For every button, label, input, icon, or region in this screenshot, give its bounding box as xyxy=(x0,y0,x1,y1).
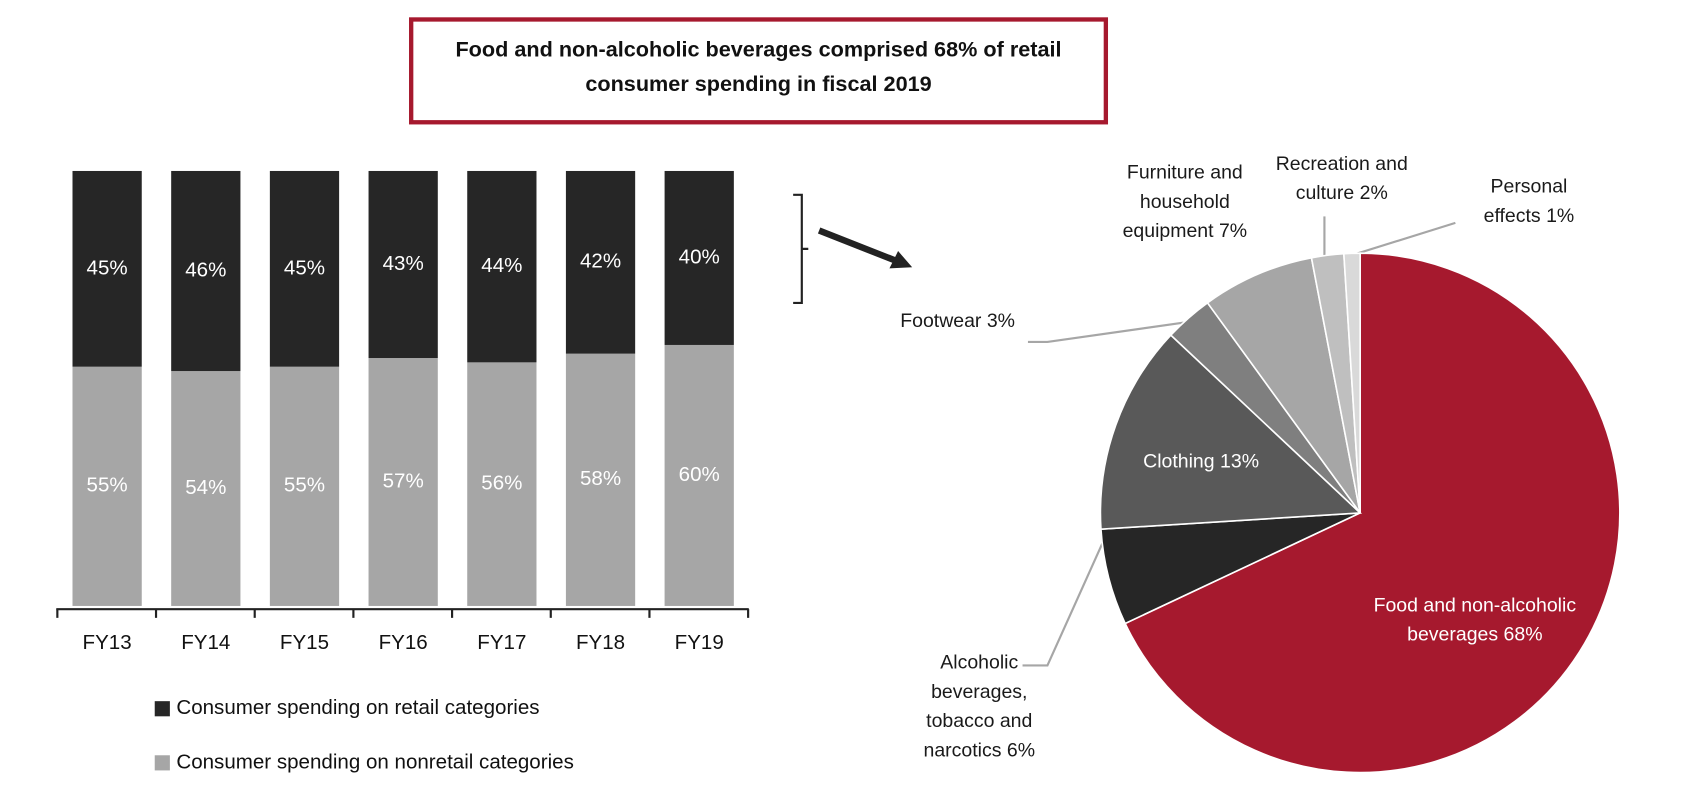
bar-segment xyxy=(171,371,241,606)
pie-label: Recreation and culture 2% xyxy=(1261,149,1423,207)
value-label: 57% xyxy=(383,469,424,492)
bar-segment xyxy=(368,170,438,359)
value-label: 54% xyxy=(185,476,226,499)
legend-label: Consumer spending on nonretail categorie… xyxy=(176,750,573,773)
title: Food and non-alcoholic beverages compris… xyxy=(455,37,1062,97)
category-label: Footwear xyxy=(900,308,982,331)
leader-line xyxy=(1022,535,1107,667)
bar-segment xyxy=(565,353,636,606)
pie-label: Furniture and household equipment 7% xyxy=(1120,157,1250,245)
value-label: 68% xyxy=(1503,623,1543,645)
value-label: 55% xyxy=(284,474,325,497)
value-label: 58% xyxy=(580,467,621,490)
value-label: 45% xyxy=(87,256,128,279)
pie-slice xyxy=(1206,256,1361,514)
category-label: Furniture and household equipment xyxy=(1122,160,1243,241)
legend-swatch xyxy=(154,701,170,717)
value-label: 60% xyxy=(679,463,720,486)
value-label: 43% xyxy=(383,252,424,275)
leader-line xyxy=(1027,321,1185,344)
pie-label-area: Recreation and culture 2% xyxy=(1261,114,1423,244)
arrow-shaft xyxy=(817,227,898,264)
value-label: 13% xyxy=(1220,449,1260,472)
value-label: 3% xyxy=(986,308,1015,331)
bar-segment xyxy=(467,170,537,363)
category-label: Recreation and culture xyxy=(1275,152,1408,204)
bar-segment xyxy=(269,366,340,606)
pie-label-wrap: Recreation and culture 2% xyxy=(1261,114,1423,244)
category-label: Personal effects xyxy=(1483,175,1568,227)
pie-slice xyxy=(1099,333,1363,531)
category-label: Food and non-alcoholic beverages xyxy=(1373,594,1577,645)
bracket xyxy=(793,193,809,305)
bar-segment xyxy=(72,366,142,606)
title-box xyxy=(409,17,1109,125)
pie-label-area: Personal effects 1% xyxy=(1464,136,1594,266)
bar-segment xyxy=(269,170,340,367)
arrow-head xyxy=(889,251,913,269)
pie-label-area: Food and non-alcoholic beverages 68% xyxy=(1345,555,1605,685)
bar-segment xyxy=(664,170,734,345)
value-label: 46% xyxy=(185,258,226,281)
pie-label-area: Footwear 3% xyxy=(871,255,1044,385)
pie-label: Alcoholic beverages, tobacco and narcoti… xyxy=(904,648,1055,765)
pie-label-area: Alcoholic beverages, tobacco and narcoti… xyxy=(904,642,1055,772)
value-label: 6% xyxy=(1006,739,1036,761)
bar-segment xyxy=(368,358,438,606)
pie-slice xyxy=(1124,252,1621,774)
legend-label: Consumer spending on retail categories xyxy=(176,696,539,719)
value-label: 2% xyxy=(1359,181,1388,204)
value-label: 56% xyxy=(481,472,522,495)
x-tick-label: FY19 xyxy=(675,631,724,654)
pie-label-area: Clothing 13% xyxy=(1093,396,1309,526)
pie-label-wrap: Food and non-alcoholic beverages 68% xyxy=(1345,555,1605,685)
x-tick-label: FY15 xyxy=(280,631,329,654)
x-tick-label: FY14 xyxy=(181,631,230,654)
pie-label: Footwear 3% xyxy=(900,306,1015,335)
pie-label-wrap: Alcoholic beverages, tobacco and narcoti… xyxy=(904,642,1055,772)
pie-label: Clothing 13% xyxy=(1143,446,1259,475)
leader-line xyxy=(1354,221,1456,256)
legend-swatch xyxy=(154,755,170,771)
pie-label-wrap: Personal effects 1% xyxy=(1464,136,1594,266)
pie-label-wrap: Footwear 3% xyxy=(871,255,1044,385)
bar-segment xyxy=(664,344,734,606)
bar-segment xyxy=(467,362,537,606)
value-label: 44% xyxy=(481,254,522,277)
value-label: 42% xyxy=(580,250,621,273)
value-label: 40% xyxy=(679,245,720,268)
value-label: 1% xyxy=(1546,204,1575,227)
pie-label-wrap: Clothing 13% xyxy=(1093,396,1309,526)
x-tick-label: FY16 xyxy=(379,631,428,654)
pie-slice xyxy=(1342,252,1361,513)
x-tick-label: FY18 xyxy=(576,631,625,654)
pie-label-wrap: Furniture and household equipment 7% xyxy=(1120,136,1250,266)
value-label: 7% xyxy=(1218,219,1248,241)
value-label: 45% xyxy=(284,256,325,279)
category-label: Clothing xyxy=(1143,449,1215,472)
x-tick-label: FY17 xyxy=(477,631,526,654)
pie-label: Food and non-alcoholic beverages 68% xyxy=(1345,591,1605,649)
category-label: Alcoholic beverages, tobacco and narcoti… xyxy=(923,651,1033,761)
bar-segment xyxy=(565,170,636,354)
bar-segment xyxy=(171,170,241,372)
bar-segment xyxy=(72,170,142,367)
pie-label: Personal effects 1% xyxy=(1464,172,1594,230)
pie-label-area: Furniture and household equipment 7% xyxy=(1120,136,1250,266)
value-label: 55% xyxy=(87,474,128,497)
x-tick-label: FY13 xyxy=(83,631,132,654)
title-area: Food and non-alcoholic beverages compris… xyxy=(455,37,1062,97)
